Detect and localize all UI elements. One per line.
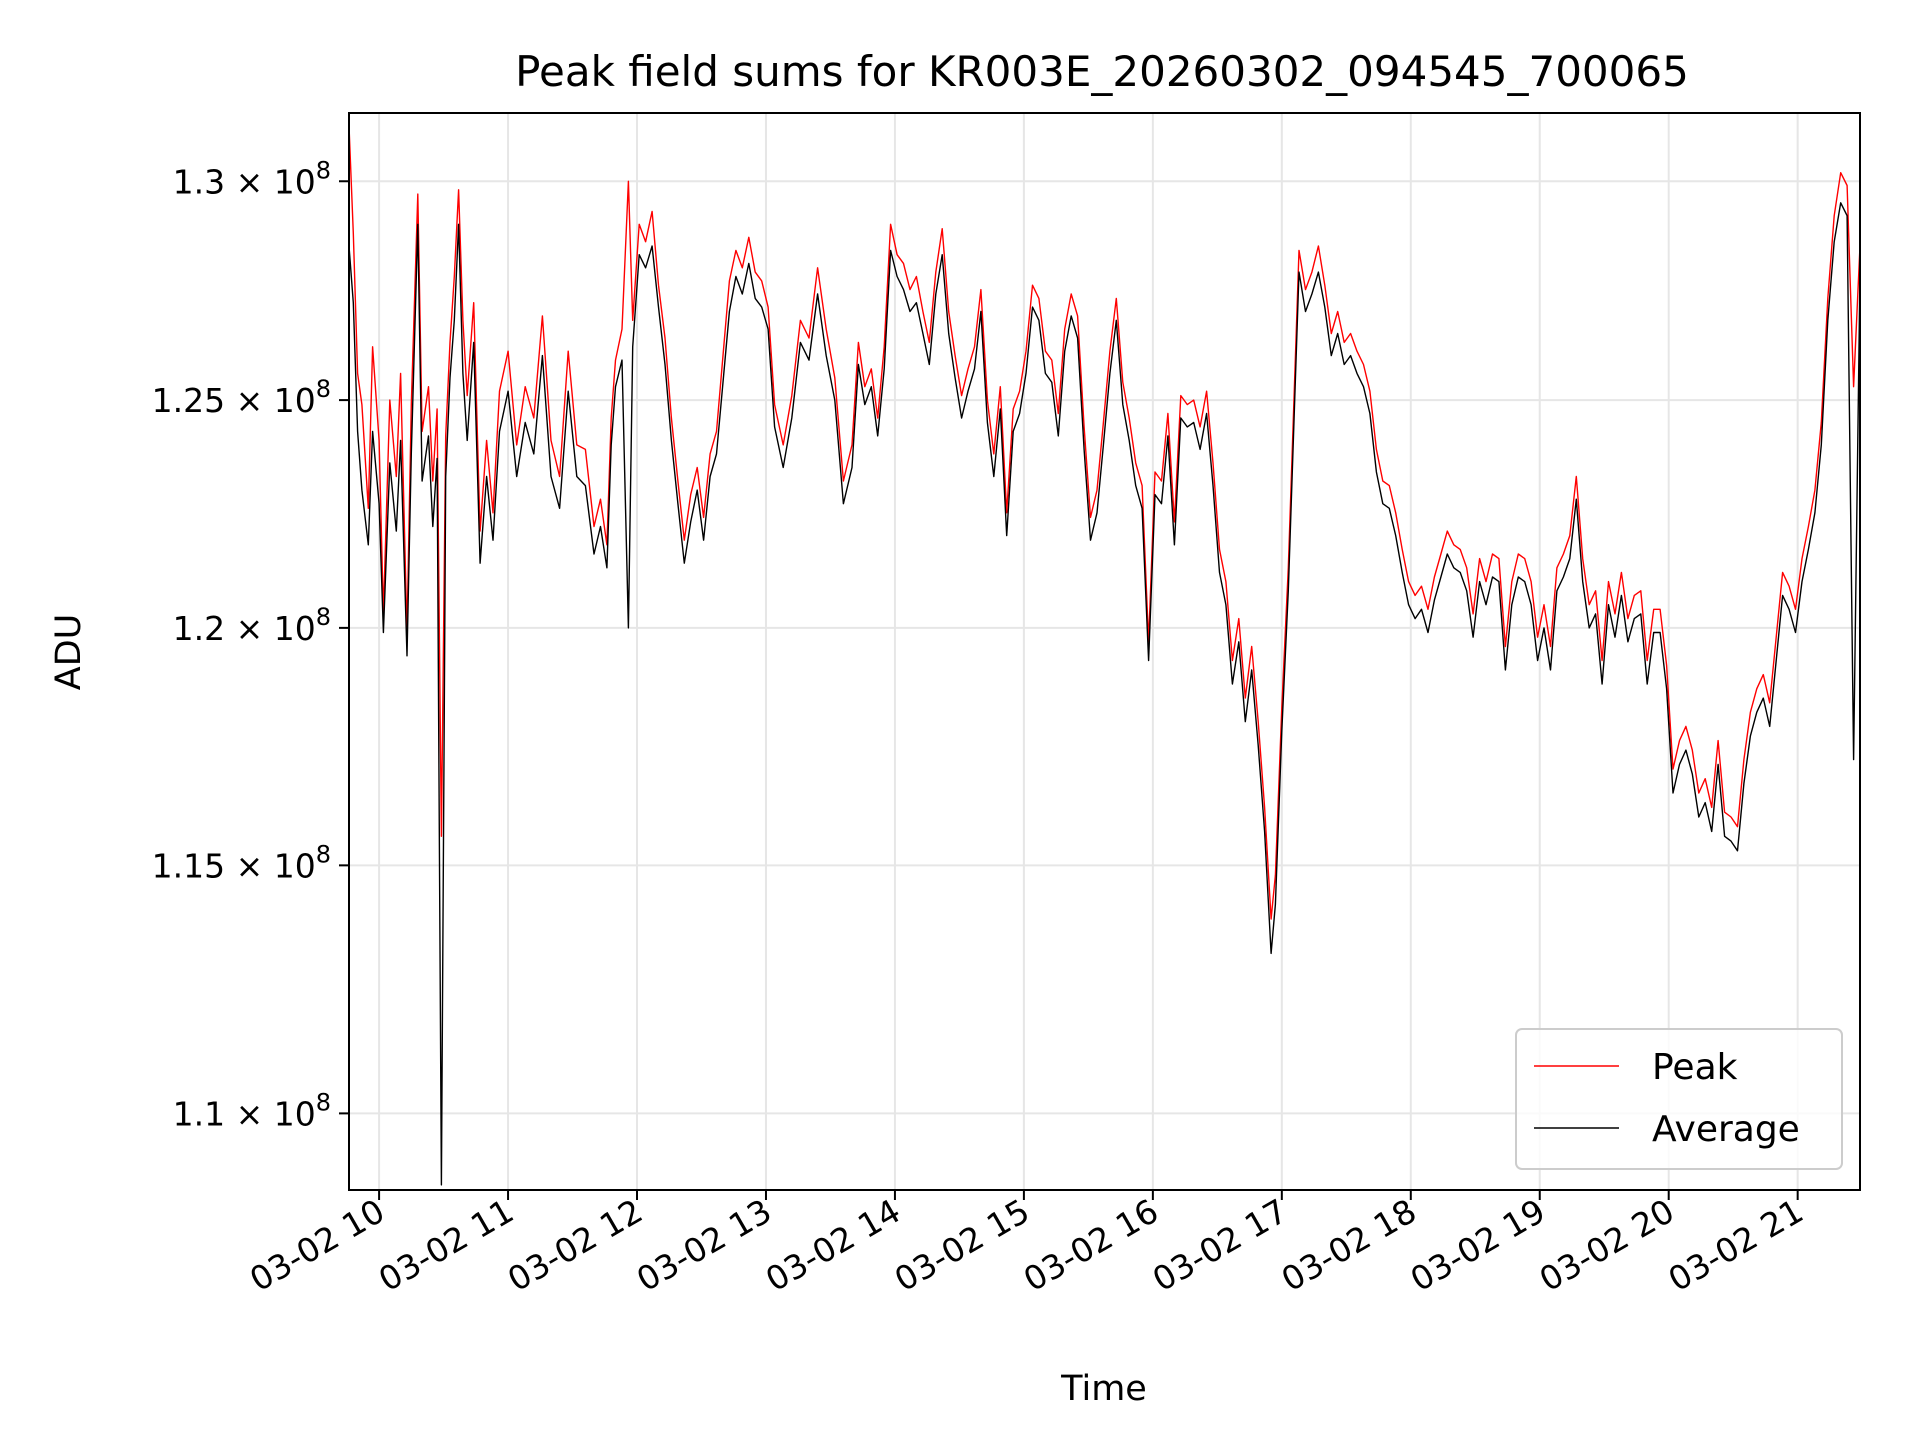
plot-frame xyxy=(348,112,1861,1191)
chart-title: Peak field sums for KR003E_20260302_0945… xyxy=(515,47,1689,96)
y-tick-times: × 10 xyxy=(225,609,316,648)
series-layer xyxy=(349,125,1860,1186)
series-line-average xyxy=(349,202,1860,1186)
y-axis-label: ADU xyxy=(49,614,89,691)
y-tick-mantissa: 1.1 xyxy=(173,1094,225,1133)
y-tick-label: 1.3 × 108 xyxy=(173,156,331,201)
y-tick-times: × 10 xyxy=(225,1094,316,1133)
legend-label-average: Average xyxy=(1652,1109,1800,1150)
legend-box xyxy=(1515,1028,1843,1170)
y-tick-exponent: 8 xyxy=(316,1088,331,1116)
y-tick-mantissa: 1.15 xyxy=(152,846,225,885)
y-tick-exponent: 8 xyxy=(316,603,331,631)
y-tick-label: 1.15 × 108 xyxy=(152,840,331,885)
y-tick-times: × 10 xyxy=(225,381,316,420)
y-tick-exponent: 8 xyxy=(316,375,331,403)
y-tick-label: 1.25 × 108 xyxy=(152,375,331,420)
legend-label-peak: Peak xyxy=(1652,1047,1738,1088)
y-tick-mantissa: 1.3 xyxy=(173,162,225,201)
x-axis-label: Time xyxy=(1060,1369,1147,1409)
legend: Peak Average xyxy=(1515,1028,1843,1170)
y-tick-exponent: 8 xyxy=(316,840,331,868)
y-tick-exponent: 8 xyxy=(316,156,331,184)
y-tick-times: × 10 xyxy=(225,162,316,201)
y-tick-mantissa: 1.25 xyxy=(152,381,225,420)
y-tick-mantissa: 1.2 xyxy=(173,609,225,648)
y-tick-label: 1.2 × 108 xyxy=(173,603,331,648)
y-tick-times: × 10 xyxy=(225,846,316,885)
y-tick-label: 1.1 × 108 xyxy=(173,1088,331,1133)
series-line-peak xyxy=(349,125,1860,920)
